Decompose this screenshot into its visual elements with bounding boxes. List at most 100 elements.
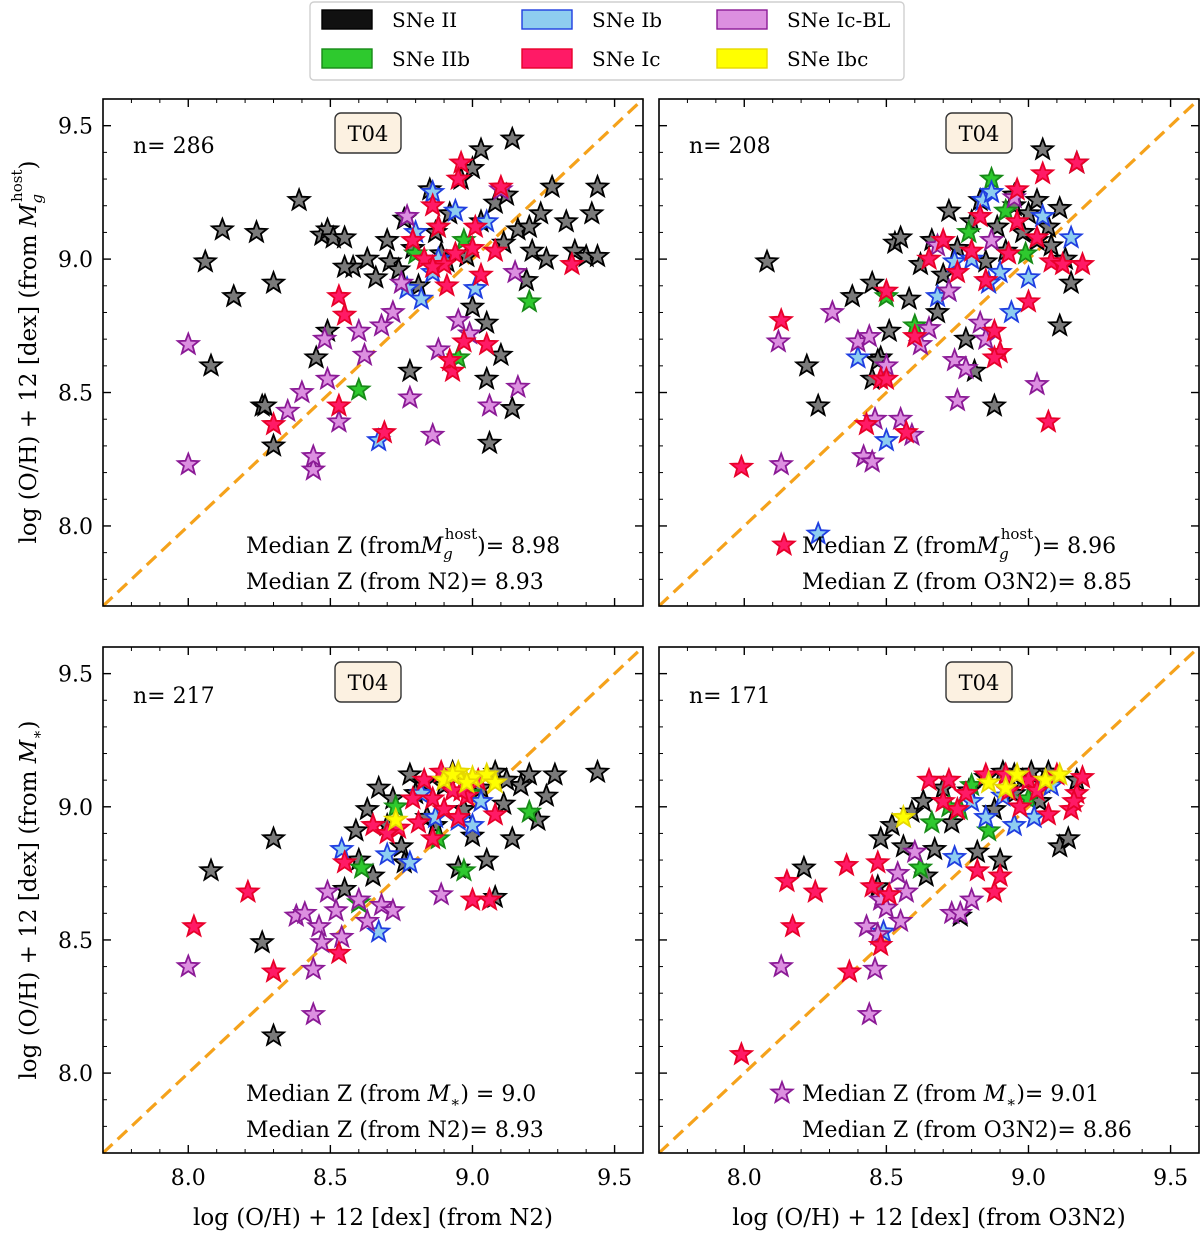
point-sne-ii (516, 213, 543, 239)
point-sne-ii (490, 790, 517, 816)
point-sne-ii (516, 761, 543, 786)
point-sne-iib (955, 218, 982, 244)
point-sne-ii (260, 1022, 287, 1047)
point-sne-icbl (502, 258, 529, 284)
point-sne-ic (325, 282, 352, 308)
y-tick-label: 9.0 (58, 796, 93, 821)
point-sne-icbl (425, 336, 452, 361)
point-sne-ic (728, 453, 755, 479)
point-sne-ic (325, 392, 352, 417)
n-label-bottom-right: n= 171 (689, 684, 771, 709)
point-sne-ic (419, 825, 446, 850)
point-sne-icbl (768, 451, 795, 476)
point-sne-icbl (314, 365, 341, 391)
point-sne-ii (533, 782, 560, 808)
point-sne-icbl (944, 386, 971, 412)
legend-label-sne-ibc: SNe Ibc (787, 47, 868, 71)
point-sne-ic (873, 277, 900, 303)
point-sne-ic (958, 237, 985, 263)
point-sne-ii (198, 352, 224, 377)
point-sne-ic (448, 149, 475, 174)
point-sne-ic (768, 306, 795, 332)
point-sne-ic (953, 779, 979, 805)
point-sne-iib (992, 197, 1019, 223)
point-sne-ib (1029, 202, 1056, 228)
point-sne-ii (791, 854, 817, 879)
point-sne-ib (978, 178, 1005, 204)
point-sne-ic (773, 867, 800, 893)
point-sne-ic (981, 317, 1008, 343)
point-sne-ic (873, 365, 900, 391)
legend-swatch-sne-ic (521, 48, 573, 69)
n-label-top-left: n= 286 (133, 134, 215, 159)
y-tick-label: 8.5 (58, 929, 93, 954)
point-sne-ic (901, 322, 928, 348)
point-sne-ic (371, 419, 398, 444)
point-sne-icbl (768, 953, 795, 978)
point-sne-ic (1061, 787, 1087, 813)
point-sne-ii (1035, 213, 1062, 239)
point-sne-ii (984, 213, 1011, 239)
point-sne-icbl (958, 886, 985, 911)
point-sne-icbl (323, 897, 349, 922)
y-axis-title-top: log (O/H) + 12 [dex] (from Mghost) (8, 161, 46, 544)
point-sne-icbl (476, 392, 503, 417)
point-sne-ii (220, 282, 247, 308)
point-sne-ib (845, 344, 871, 369)
point-sne-ii (964, 838, 991, 864)
point-sne-icbl (967, 309, 994, 335)
point-sne-icbl (856, 322, 883, 348)
point-sne-ii (397, 761, 423, 786)
point-sne-ic (445, 803, 472, 829)
point-sne-ii (924, 298, 951, 324)
point-sne-icbl (864, 921, 891, 946)
point-sne-icbl (379, 897, 406, 922)
point-sne-ib (408, 285, 435, 311)
point-sne-ii (303, 344, 330, 369)
point-sne-iib (348, 854, 375, 879)
x-tick-label: 9.0 (455, 1166, 490, 1191)
point-sne-ii (805, 392, 832, 417)
median-line-1-top-right: Median Z (fromMghost)= 8.96 (802, 525, 1116, 563)
point-sne-icbl (274, 397, 301, 423)
y-axis-title-bottom: log (O/H) + 12 [dex] (from M∗) (16, 720, 46, 1079)
legend-label-sne-ic-bl: SNe Ic-BL (787, 8, 890, 32)
reference-line-bottom-left (101, 645, 645, 1155)
point-sne-icbl (368, 312, 395, 337)
point-sne-ib (1058, 224, 1085, 249)
point-sne-icbl (291, 899, 318, 925)
point-sne-iib (451, 857, 477, 882)
point-sne-ic (374, 819, 401, 845)
point-sne-ic (1035, 408, 1062, 433)
scatter-points-bottom-right (728, 758, 1096, 1066)
point-sne-icbl (354, 907, 381, 933)
point-sne-icbl (175, 451, 202, 476)
point-sne-ic (802, 878, 829, 903)
legend-label-sne-ii: SNe II (392, 8, 457, 32)
point-sne-icbl (505, 373, 531, 399)
point-sne-icbl (388, 269, 415, 295)
reference-line-top-right (657, 97, 1200, 608)
point-sne-ic (779, 913, 806, 938)
point-sne-ic (916, 245, 942, 271)
legend-swatch-sne-iib (321, 48, 373, 69)
scatter-points-top-right (728, 136, 1096, 545)
point-sne-ibc (439, 761, 466, 786)
point-sne-ic (331, 849, 358, 874)
point-sne-ib (941, 843, 968, 869)
point-sne-ic (419, 192, 446, 217)
reference-line-y-equals-x (657, 97, 1200, 608)
point-sne-ic (833, 851, 860, 877)
point-sne-ii (584, 173, 611, 199)
point-sne-ii (1029, 136, 1056, 161)
point-sne-ibc (890, 803, 917, 829)
point-sne-ii (473, 846, 500, 872)
point-sne-icbl (978, 226, 1005, 252)
median-line-1-top-left: Median Z (fromMghost)= 8.98 (246, 525, 560, 563)
tag-bottom-left: T04 (348, 671, 389, 695)
point-sne-ibc (992, 774, 1019, 800)
n-label-top-right: n= 208 (689, 134, 771, 159)
point-sne-ii (561, 237, 588, 263)
point-sne-icbl (351, 341, 378, 367)
point-sne-ic (442, 240, 469, 265)
